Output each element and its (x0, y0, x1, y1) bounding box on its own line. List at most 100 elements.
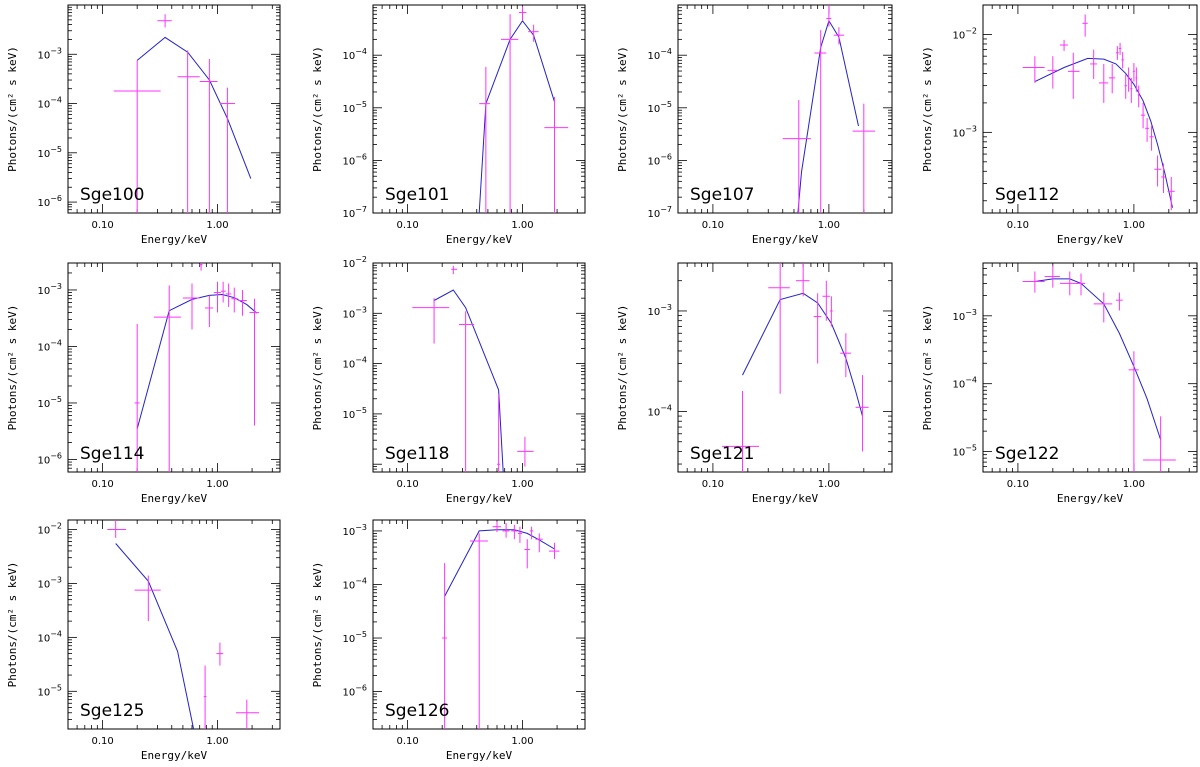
data-point (203, 665, 207, 729)
data-point (205, 295, 214, 328)
panel-Sge100: 0.10 1.00 10−6 10−5 10−4 10−3 Energy/keV Photon… (6, 4, 281, 246)
x-tick-label: 0.10 (91, 736, 113, 747)
panel-Sge126: 0.10 1.00 10−6 10−5 10−4 10−3 Energy/keV Photon… (311, 519, 586, 762)
x-axis-label: Energy/keV (446, 749, 513, 762)
panel-frame (677, 4, 893, 214)
y-tick-label: 10−5 (952, 444, 977, 459)
y-tick-label: 10−5 (37, 395, 62, 410)
y-tick-label: 10−5 (37, 145, 62, 160)
x-tick-label: 1.00 (206, 220, 228, 231)
y-tick-label: 10−7 (342, 205, 367, 220)
x-tick-label: 1.00 (206, 736, 228, 747)
data-point (1140, 102, 1146, 129)
data-point (529, 526, 534, 540)
x-axis-label: Energy/keV (752, 492, 819, 505)
plot-area (1022, 14, 1175, 211)
data-point (216, 642, 224, 666)
x-axis-label: Energy/keV (1057, 492, 1124, 505)
data-point (238, 289, 247, 316)
data-point (1047, 56, 1058, 89)
x-tick-label: 0.10 (396, 479, 418, 490)
data-point (813, 293, 822, 364)
data-point (157, 14, 172, 28)
panel-frame (677, 262, 893, 473)
panel-Sge121: 0.10 1.00 10−4 10−3 Energy/keV Photons/(cm² s… (616, 262, 893, 505)
data-point (511, 524, 518, 540)
data-point (479, 66, 490, 213)
data-point (1098, 63, 1109, 103)
data-point (518, 6, 527, 21)
data-point (1022, 271, 1045, 293)
y-tick-label: 10−3 (952, 124, 977, 139)
y-tick-label: 10−4 (37, 629, 62, 644)
y-tick-label: 10−4 (342, 356, 367, 371)
y-tick-label: 10−4 (647, 47, 672, 62)
x-tick-label: 1.00 (1123, 479, 1145, 490)
x-tick-label: 1.00 (511, 220, 533, 231)
panel-frame (982, 4, 1198, 214)
data-point (1121, 52, 1124, 69)
data-point (1161, 163, 1166, 194)
panel-title: Sge107 (690, 185, 755, 205)
model-curve (1034, 278, 1162, 440)
y-tick-label: 10−7 (647, 205, 672, 220)
y-tick-label: 10−4 (647, 403, 672, 418)
panel-Sge107: 0.10 1.00 10−7 10−6 10−5 10−4 Energy/keV Photon… (616, 4, 893, 246)
plot-area (1022, 265, 1176, 472)
y-tick-label: 10−3 (342, 305, 367, 320)
data-point (1132, 63, 1135, 82)
plot-area (134, 263, 260, 472)
data-point (1059, 271, 1079, 296)
y-tick-label: 10−6 (342, 684, 367, 699)
data-point (1149, 124, 1154, 151)
y-tick-label: 10−2 (342, 255, 367, 270)
panel-title: Sge100 (80, 185, 145, 205)
data-point (412, 298, 450, 344)
model-curve (1034, 57, 1173, 208)
panel-title: Sge121 (690, 444, 755, 464)
model-curve (797, 19, 859, 213)
data-point (199, 59, 218, 213)
data-point (219, 87, 235, 213)
x-axis-label: Energy/keV (752, 233, 819, 246)
y-tick-label: 10−2 (952, 26, 977, 41)
y-tick-label: 10−5 (342, 100, 367, 115)
x-tick-label: 1.00 (818, 220, 840, 231)
y-tick-label: 10−6 (647, 152, 672, 167)
panel-frame (67, 519, 281, 730)
plot-area (113, 14, 252, 213)
y-tick-label: 10−6 (342, 152, 367, 167)
x-tick-label: 0.10 (91, 220, 113, 231)
data-point (249, 298, 260, 426)
x-tick-label: 0.10 (1007, 220, 1029, 231)
data-point (134, 575, 161, 622)
data-point (1137, 85, 1140, 108)
data-point (524, 539, 530, 569)
data-point (1022, 56, 1045, 83)
data-point (1143, 416, 1176, 472)
data-point (1130, 77, 1133, 103)
y-tick-label: 10−4 (952, 376, 977, 391)
model-curve (136, 36, 252, 179)
data-point (213, 281, 221, 313)
data-point (1145, 118, 1150, 142)
model-curve (444, 529, 555, 597)
x-axis-label: Energy/keV (1057, 233, 1124, 246)
data-point (517, 526, 522, 543)
data-point (458, 311, 475, 472)
y-axis-label: Photons/(cm² s keV) (311, 46, 324, 172)
panel-Sge118: 0.10 1.00 10−5 10−4 10−3 10−2 Energy/keV Photon… (311, 255, 586, 505)
y-axis-label: Photons/(cm² s keV) (921, 305, 934, 431)
plot-area (412, 265, 534, 472)
data-point (1067, 52, 1080, 99)
model-curve (115, 543, 195, 729)
panel-title: Sge101 (385, 185, 450, 205)
y-tick-label: 10−3 (647, 303, 672, 318)
y-axis-label: Photons/(cm² s keV) (6, 562, 19, 688)
plot-area (782, 5, 876, 213)
data-point (517, 436, 534, 467)
data-point (822, 280, 830, 321)
panel-frame (372, 4, 586, 214)
x-tick-label: 1.00 (511, 736, 533, 747)
panel-frame (67, 262, 281, 473)
